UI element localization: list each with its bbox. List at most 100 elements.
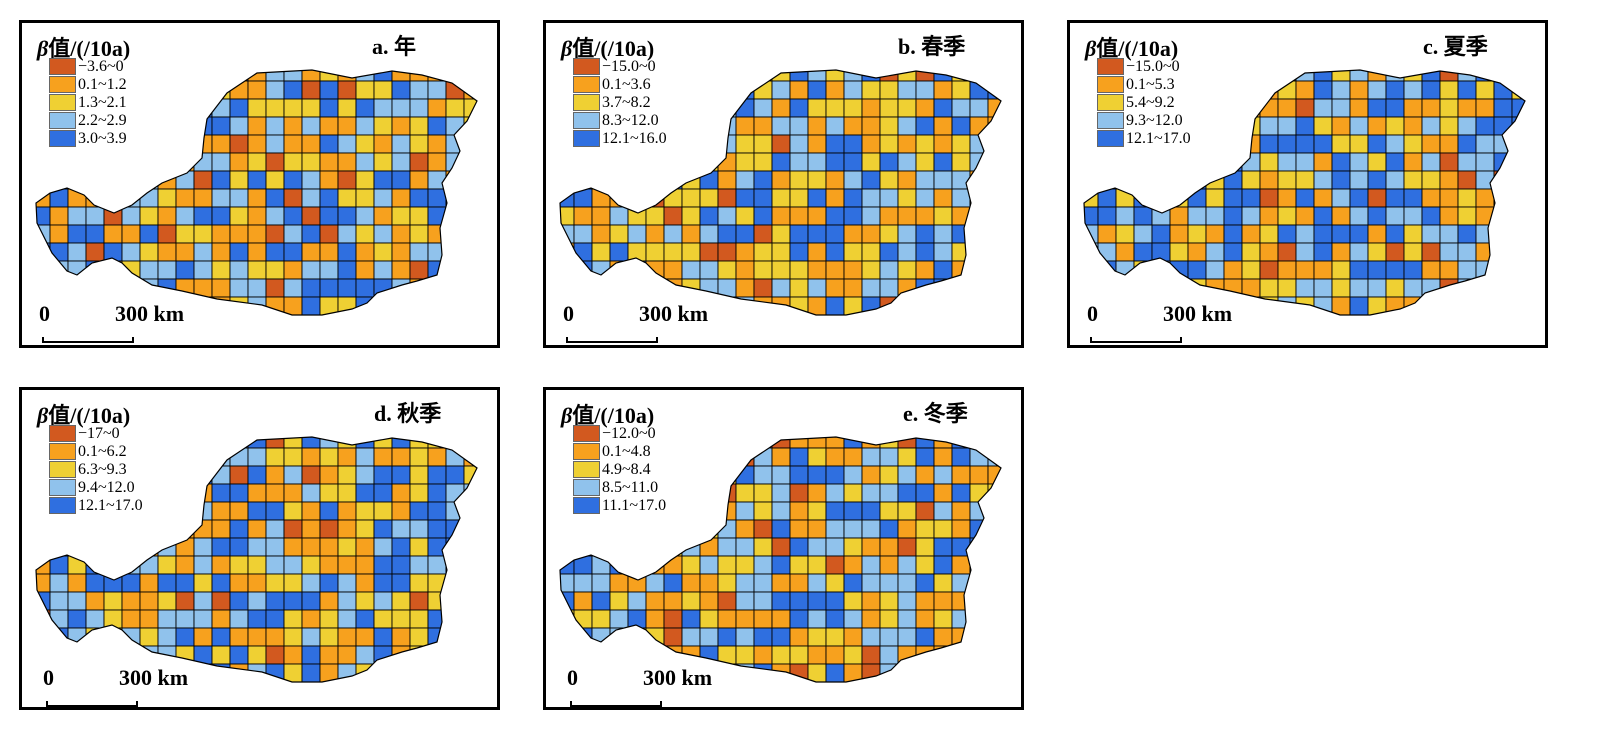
grid-cell	[1367, 170, 1387, 190]
scale-line	[42, 337, 134, 343]
grid-cell	[247, 645, 267, 665]
grid-cell	[825, 170, 845, 190]
grid-cell	[1475, 188, 1495, 208]
grid-cell	[663, 98, 683, 118]
grid-cell	[1187, 260, 1207, 280]
grid-cell	[969, 206, 989, 226]
grid-cell	[301, 447, 321, 467]
grid-cell	[933, 188, 953, 208]
grid-cell	[301, 80, 321, 100]
grid-cell	[175, 465, 195, 485]
grid-cell	[825, 627, 845, 647]
grid-cell	[1493, 224, 1513, 244]
grid-cell	[560, 188, 575, 208]
grid-cell	[771, 314, 791, 315]
grid-cell	[933, 465, 953, 485]
grid-cell	[283, 573, 303, 593]
grid-cell	[1151, 116, 1171, 136]
grid-cell	[645, 80, 665, 100]
grid-cell	[157, 609, 177, 629]
grid-cell	[861, 573, 881, 593]
legend-title: β值/(/10a)	[1085, 36, 1179, 61]
grid-cell	[409, 152, 429, 172]
grid-cell	[951, 681, 971, 682]
grid-cell	[1421, 134, 1441, 154]
grid-cell	[560, 116, 575, 136]
scale-zero: 0	[43, 665, 54, 690]
grid-cell	[445, 681, 465, 682]
grid-cell	[463, 260, 477, 280]
grid-cell	[337, 224, 357, 244]
grid-cell	[1006, 646, 1021, 664]
grid-cell	[1313, 260, 1333, 280]
grid-cell	[861, 501, 881, 521]
grid-cell	[825, 116, 845, 136]
grid-cell	[1259, 224, 1279, 244]
grid-cell	[609, 627, 629, 647]
grid-cell	[681, 537, 701, 557]
grid-cell	[915, 170, 935, 190]
grid-cell	[627, 80, 647, 100]
grid-cell	[391, 483, 411, 503]
grid-cell	[897, 242, 917, 262]
region-outline	[35, 436, 478, 683]
grid-cell	[897, 80, 917, 100]
grid-cell	[915, 645, 935, 665]
grid-cell	[807, 555, 827, 575]
grid-cell	[175, 134, 195, 154]
grid-cell	[1097, 80, 1117, 100]
grid-cell	[1313, 278, 1333, 298]
grid-cell	[825, 447, 845, 467]
grid-cell	[591, 437, 611, 449]
grid-cell	[283, 314, 303, 315]
grid-cell	[897, 447, 917, 467]
grid-cell	[1457, 260, 1477, 280]
grid-cell	[337, 447, 357, 467]
grid-cell	[229, 116, 249, 136]
grid-cell	[1223, 206, 1243, 226]
grid-cell	[1331, 296, 1351, 315]
grid-cell	[1403, 98, 1423, 118]
grid-cell	[1115, 170, 1135, 190]
grid-cell	[717, 591, 737, 611]
grid-cell	[139, 483, 159, 503]
grid-cell	[283, 188, 303, 208]
grid-cell	[283, 80, 303, 100]
grid-cell	[391, 519, 411, 539]
grid-cell	[463, 609, 477, 629]
grid-cell	[355, 681, 375, 682]
grid-cell	[987, 296, 1001, 315]
grid-cell	[1084, 260, 1099, 280]
grid-cell	[482, 261, 497, 279]
grid-cell	[753, 537, 773, 557]
grid-cell	[427, 681, 447, 682]
grid-cell	[915, 591, 935, 611]
grid-cell	[560, 152, 575, 172]
grid-cell	[717, 80, 737, 100]
grid-cell	[247, 80, 267, 100]
grid-cell	[825, 260, 845, 280]
grid-cell	[1205, 152, 1225, 172]
grid-cell	[699, 609, 719, 629]
grid-cell	[319, 519, 339, 539]
grid-cell	[175, 242, 195, 262]
grid-cell	[265, 447, 285, 467]
grid-cell	[373, 170, 393, 190]
grid-cell	[825, 242, 845, 262]
grid-cell	[1097, 116, 1117, 136]
grid-cell	[265, 314, 285, 315]
grid-cell	[1133, 152, 1153, 172]
grid-cell	[1169, 242, 1189, 262]
legend-swatch	[49, 479, 76, 496]
grid-cell	[139, 242, 159, 262]
grid-cell	[627, 437, 647, 449]
grid-cell	[753, 206, 773, 226]
grid-cell	[879, 681, 899, 682]
grid-cell	[771, 555, 791, 575]
grid-cell	[699, 465, 719, 485]
grid-cell	[121, 591, 141, 611]
grid-cell	[427, 465, 447, 485]
grid-cell	[337, 645, 357, 665]
grid-cell	[1385, 152, 1405, 172]
grid-cell	[319, 116, 339, 136]
